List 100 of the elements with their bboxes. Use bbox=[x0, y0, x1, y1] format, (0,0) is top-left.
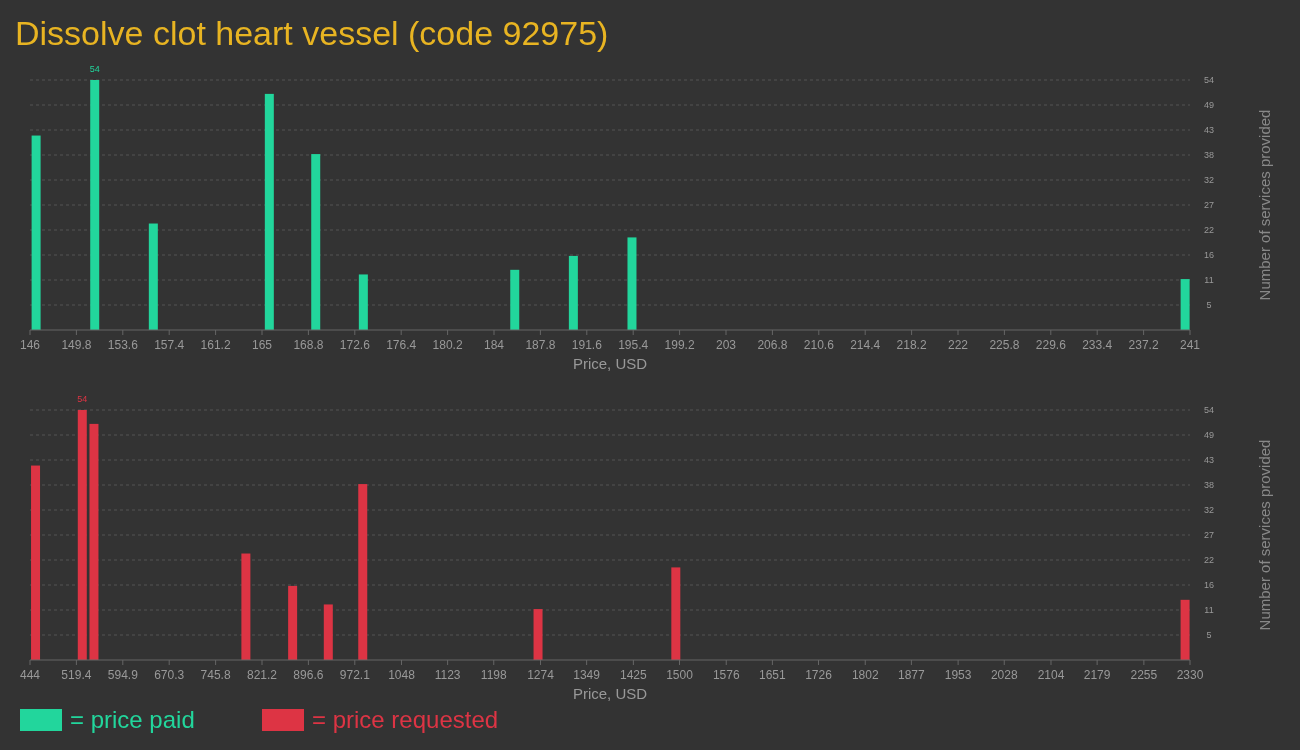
x-tick-label: 1651 bbox=[759, 668, 787, 682]
x-tick-label: 225.8 bbox=[989, 338, 1020, 352]
bar bbox=[358, 484, 368, 660]
y-tick-label: 16 bbox=[1203, 580, 1215, 590]
x-tick-label: 218.2 bbox=[896, 338, 927, 352]
bar bbox=[241, 553, 251, 660]
x-tick-label: 896.6 bbox=[293, 668, 324, 682]
x-tick-label: 176.4 bbox=[386, 338, 417, 352]
x-tick-label: 1576 bbox=[712, 668, 740, 682]
legend-label: = price paid bbox=[70, 706, 195, 733]
y-tick-label: 32 bbox=[1203, 505, 1215, 515]
x-tick-label: 444 bbox=[19, 668, 41, 682]
bar bbox=[533, 609, 543, 660]
x-tick-label: 187.8 bbox=[525, 338, 556, 352]
y-axis-title: Number of services provided bbox=[1256, 439, 1273, 631]
x-tick-label: 233.4 bbox=[1082, 338, 1113, 352]
x-tick-label: 172.6 bbox=[339, 338, 371, 352]
x-tick-label: 1877 bbox=[898, 668, 926, 682]
y-axis-title: Number of services provided bbox=[1256, 109, 1273, 301]
y-tick-label: 54 bbox=[1203, 405, 1215, 415]
x-tick-label: 241 bbox=[1179, 338, 1201, 352]
bar bbox=[510, 269, 520, 330]
x-tick-label: 594.9 bbox=[107, 668, 139, 682]
bar bbox=[568, 255, 578, 330]
y-tick-label: 22 bbox=[1203, 225, 1215, 235]
bar bbox=[323, 604, 333, 660]
bar bbox=[288, 585, 298, 660]
y-tick-label: 49 bbox=[1203, 430, 1215, 440]
x-axis-title: Price, USD bbox=[572, 355, 648, 372]
bar bbox=[89, 423, 99, 660]
y-tick-label: 43 bbox=[1203, 455, 1215, 465]
x-tick-label: 195.4 bbox=[618, 338, 649, 352]
x-tick-label: 2104 bbox=[1037, 668, 1065, 682]
y-tick-label: 49 bbox=[1203, 100, 1215, 110]
x-tick-label: 237.2 bbox=[1128, 338, 1159, 352]
y-tick-label: 43 bbox=[1203, 125, 1215, 135]
y-tick-label: 38 bbox=[1203, 150, 1215, 160]
x-tick-label: 972.1 bbox=[339, 668, 371, 682]
x-tick-label: 191.6 bbox=[571, 338, 603, 352]
bar bbox=[311, 154, 321, 330]
x-tick-label: 199.2 bbox=[664, 338, 695, 352]
y-tick-label: 27 bbox=[1203, 530, 1215, 540]
x-tick-label: 2255 bbox=[1130, 668, 1158, 682]
x-tick-label: 229.6 bbox=[1035, 338, 1067, 352]
y-tick-label: 22 bbox=[1203, 555, 1215, 565]
x-tick-label: 821.2 bbox=[246, 668, 278, 682]
x-tick-label: 1198 bbox=[480, 668, 507, 682]
y-tick-label: 32 bbox=[1203, 175, 1215, 185]
legend-label: = price requested bbox=[312, 706, 499, 733]
x-tick-label: 146 bbox=[19, 338, 41, 352]
x-tick-label: 210.6 bbox=[803, 338, 835, 352]
x-tick-label: 222 bbox=[947, 338, 969, 352]
x-tick-label: 157.4 bbox=[154, 338, 185, 352]
x-tick-label: 168.8 bbox=[293, 338, 324, 352]
x-tick-label: 2330 bbox=[1176, 668, 1204, 682]
x-tick-label: 1726 bbox=[805, 668, 833, 682]
y-tick-label: 54 bbox=[1203, 75, 1215, 85]
bar bbox=[671, 567, 681, 660]
x-tick-label: 1425 bbox=[620, 668, 648, 682]
x-tick-label: 1048 bbox=[388, 668, 416, 682]
x-tick-label: 745.8 bbox=[200, 668, 231, 682]
x-tick-label: 1500 bbox=[666, 668, 694, 682]
bar bbox=[148, 223, 158, 330]
data-label: 54 bbox=[77, 394, 88, 404]
x-tick-label: 2028 bbox=[990, 668, 1018, 682]
x-tick-label: 1349 bbox=[573, 668, 601, 682]
bar bbox=[31, 465, 41, 660]
x-tick-label: 165 bbox=[251, 338, 273, 352]
x-tick-label: 1953 bbox=[944, 668, 972, 682]
x-tick-label: 153.6 bbox=[107, 338, 139, 352]
y-tick-label: 5 bbox=[1206, 630, 1212, 640]
bar bbox=[77, 410, 87, 660]
x-tick-label: 670.3 bbox=[154, 668, 185, 682]
x-tick-label: 2179 bbox=[1083, 668, 1111, 682]
x-tick-label: 519.4 bbox=[61, 668, 92, 682]
y-tick-label: 11 bbox=[1204, 605, 1214, 615]
x-tick-label: 206.8 bbox=[757, 338, 788, 352]
bar bbox=[1180, 599, 1190, 660]
bar bbox=[358, 274, 368, 330]
x-tick-label: 184 bbox=[483, 338, 505, 352]
data-label: 54 bbox=[89, 64, 100, 74]
x-tick-label: 149.8 bbox=[61, 338, 92, 352]
x-tick-label: 1274 bbox=[527, 668, 555, 682]
x-tick-label: 214.4 bbox=[850, 338, 881, 352]
y-tick-label: 5 bbox=[1206, 300, 1212, 310]
x-tick-label: 203 bbox=[715, 338, 737, 352]
chart-title: Dissolve clot heart vessel (code 92975) bbox=[15, 14, 609, 52]
y-tick-label: 38 bbox=[1203, 480, 1215, 490]
x-tick-label: 180.2 bbox=[432, 338, 463, 352]
y-tick-label: 16 bbox=[1203, 250, 1215, 260]
y-tick-label: 27 bbox=[1203, 200, 1215, 210]
bar bbox=[264, 93, 274, 330]
x-axis-title: Price, USD bbox=[572, 685, 648, 702]
bar bbox=[1180, 279, 1190, 330]
x-tick-label: 161.2 bbox=[200, 338, 231, 352]
x-tick-label: 1802 bbox=[851, 668, 879, 682]
bar bbox=[90, 80, 100, 330]
bar bbox=[31, 135, 41, 330]
x-tick-label: 1123 bbox=[434, 668, 461, 682]
y-tick-label: 11 bbox=[1204, 275, 1214, 285]
